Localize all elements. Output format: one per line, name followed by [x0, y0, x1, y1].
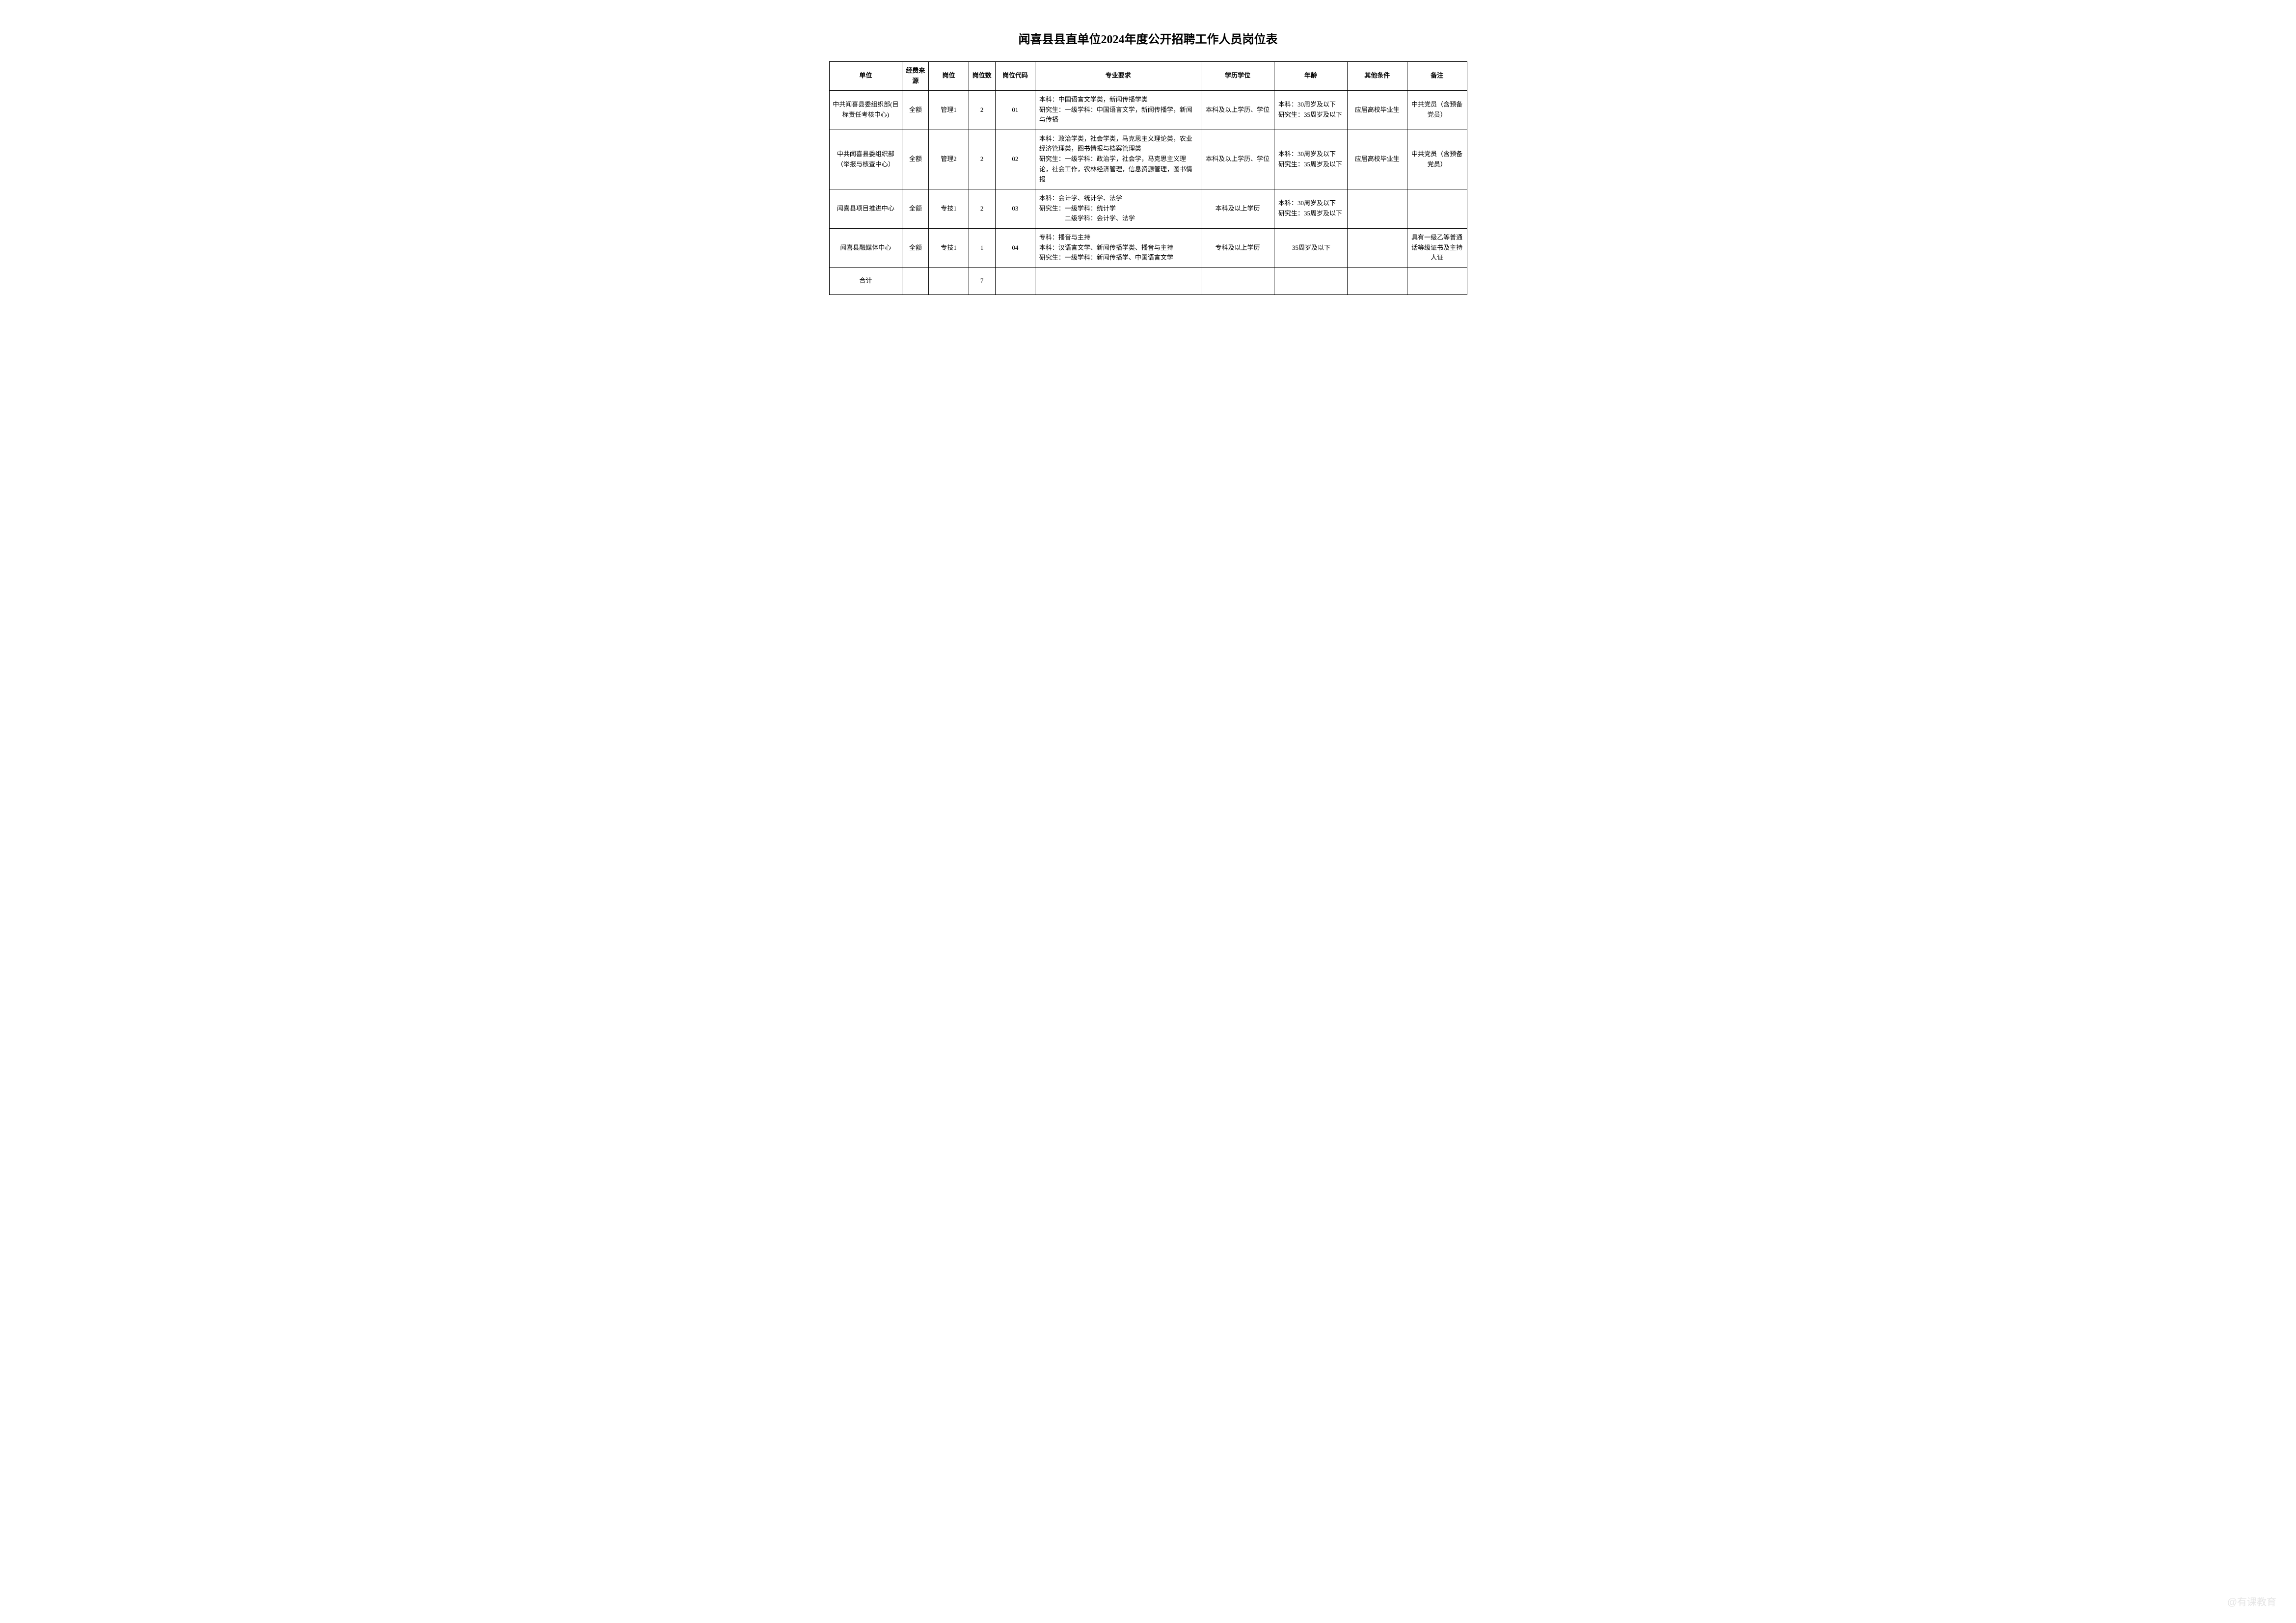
cell-other: 应届高校毕业生 — [1347, 130, 1407, 189]
cell-requirements: 本科：政治学类，社会学类，马克思主义理论类，农业经济管理类，图书情报与档案管理类… — [1035, 130, 1201, 189]
cell-position: 管理1 — [929, 90, 969, 130]
table-row: 闻喜县融媒体中心 全额 专技1 1 04 专科：播音与主持本科：汉语言文学、新闻… — [829, 228, 1467, 267]
cell-code: 02 — [995, 130, 1035, 189]
header-count: 岗位数 — [969, 62, 995, 91]
cell-remarks: 中共党员（含预备党员） — [1407, 90, 1467, 130]
header-other: 其他条件 — [1347, 62, 1407, 91]
cell-education: 本科及以上学历、学位 — [1201, 90, 1274, 130]
cell-code: 01 — [995, 90, 1035, 130]
cell-other — [1347, 228, 1407, 267]
cell-unit: 闻喜县项目推进中心 — [829, 189, 902, 228]
cell-count: 2 — [969, 189, 995, 228]
cell-other: 应届高校毕业生 — [1347, 90, 1407, 130]
document-container: 闻喜县县直单位2024年度公开招聘工作人员岗位表 单位 经费来源 岗位 岗位数 … — [829, 29, 1467, 295]
cell-position: 专技1 — [929, 189, 969, 228]
total-empty — [902, 267, 929, 294]
total-empty — [1347, 267, 1407, 294]
cell-remarks: 中共党员（含预备党员） — [1407, 130, 1467, 189]
cell-funding: 全额 — [902, 189, 929, 228]
header-remarks: 备注 — [1407, 62, 1467, 91]
cell-position: 管理2 — [929, 130, 969, 189]
total-empty — [929, 267, 969, 294]
header-age: 年龄 — [1274, 62, 1348, 91]
cell-code: 03 — [995, 189, 1035, 228]
total-empty — [1407, 267, 1467, 294]
cell-age: 本科：30周岁及以下研究生：35周岁及以下 — [1274, 189, 1348, 228]
total-empty — [995, 267, 1035, 294]
recruitment-table: 单位 经费来源 岗位 岗位数 岗位代码 专业要求 学历学位 年龄 其他条件 备注… — [829, 61, 1467, 295]
cell-funding: 全额 — [902, 90, 929, 130]
header-requirements: 专业要求 — [1035, 62, 1201, 91]
cell-count: 2 — [969, 90, 995, 130]
header-unit: 单位 — [829, 62, 902, 91]
cell-education: 专科及以上学历 — [1201, 228, 1274, 267]
cell-age: 35周岁及以下 — [1274, 228, 1348, 267]
cell-remarks — [1407, 189, 1467, 228]
total-label: 合计 — [829, 267, 902, 294]
cell-position: 专技1 — [929, 228, 969, 267]
cell-unit: 闻喜县融媒体中心 — [829, 228, 902, 267]
header-code: 岗位代码 — [995, 62, 1035, 91]
table-header: 单位 经费来源 岗位 岗位数 岗位代码 专业要求 学历学位 年龄 其他条件 备注 — [829, 62, 1467, 91]
watermark: @有课教育 — [2227, 1594, 2276, 1608]
header-position: 岗位 — [929, 62, 969, 91]
cell-requirements: 本科：中国语言文学类，新闻传播学类研究生：一级学科：中国语言文学，新闻传播学，新… — [1035, 90, 1201, 130]
cell-education: 本科及以上学历 — [1201, 189, 1274, 228]
cell-count: 2 — [969, 130, 995, 189]
cell-age: 本科：30周岁及以下研究生：35周岁及以下 — [1274, 130, 1348, 189]
header-funding: 经费来源 — [902, 62, 929, 91]
total-count: 7 — [969, 267, 995, 294]
table-body: 中共闻喜县委组织部(目标责任考核中心) 全额 管理1 2 01 本科：中国语言文… — [829, 90, 1467, 294]
table-row: 中共闻喜县委组织部(目标责任考核中心) 全额 管理1 2 01 本科：中国语言文… — [829, 90, 1467, 130]
table-row: 闻喜县项目推进中心 全额 专技1 2 03 本科：会计学、统计学、法学研究生：一… — [829, 189, 1467, 228]
cell-requirements: 本科：会计学、统计学、法学研究生：一级学科：统计学 二级学科：会计学、法学 — [1035, 189, 1201, 228]
cell-education: 本科及以上学历、学位 — [1201, 130, 1274, 189]
cell-count: 1 — [969, 228, 995, 267]
header-row: 单位 经费来源 岗位 岗位数 岗位代码 专业要求 学历学位 年龄 其他条件 备注 — [829, 62, 1467, 91]
total-row: 合计 7 — [829, 267, 1467, 294]
cell-unit: 中共闻喜县委组织部（举报与核查中心） — [829, 130, 902, 189]
cell-funding: 全额 — [902, 130, 929, 189]
total-empty — [1274, 267, 1348, 294]
cell-unit: 中共闻喜县委组织部(目标责任考核中心) — [829, 90, 902, 130]
cell-age: 本科：30周岁及以下研究生：35周岁及以下 — [1274, 90, 1348, 130]
cell-code: 04 — [995, 228, 1035, 267]
header-education: 学历学位 — [1201, 62, 1274, 91]
cell-requirements: 专科：播音与主持本科：汉语言文学、新闻传播学类、播音与主持研究生：一级学科：新闻… — [1035, 228, 1201, 267]
total-empty — [1201, 267, 1274, 294]
cell-remarks: 具有一级乙等普通话等级证书及主持人证 — [1407, 228, 1467, 267]
page-title: 闻喜县县直单位2024年度公开招聘工作人员岗位表 — [829, 29, 1467, 47]
cell-other — [1347, 189, 1407, 228]
cell-funding: 全额 — [902, 228, 929, 267]
table-row: 中共闻喜县委组织部（举报与核查中心） 全额 管理2 2 02 本科：政治学类，社… — [829, 130, 1467, 189]
total-empty — [1035, 267, 1201, 294]
